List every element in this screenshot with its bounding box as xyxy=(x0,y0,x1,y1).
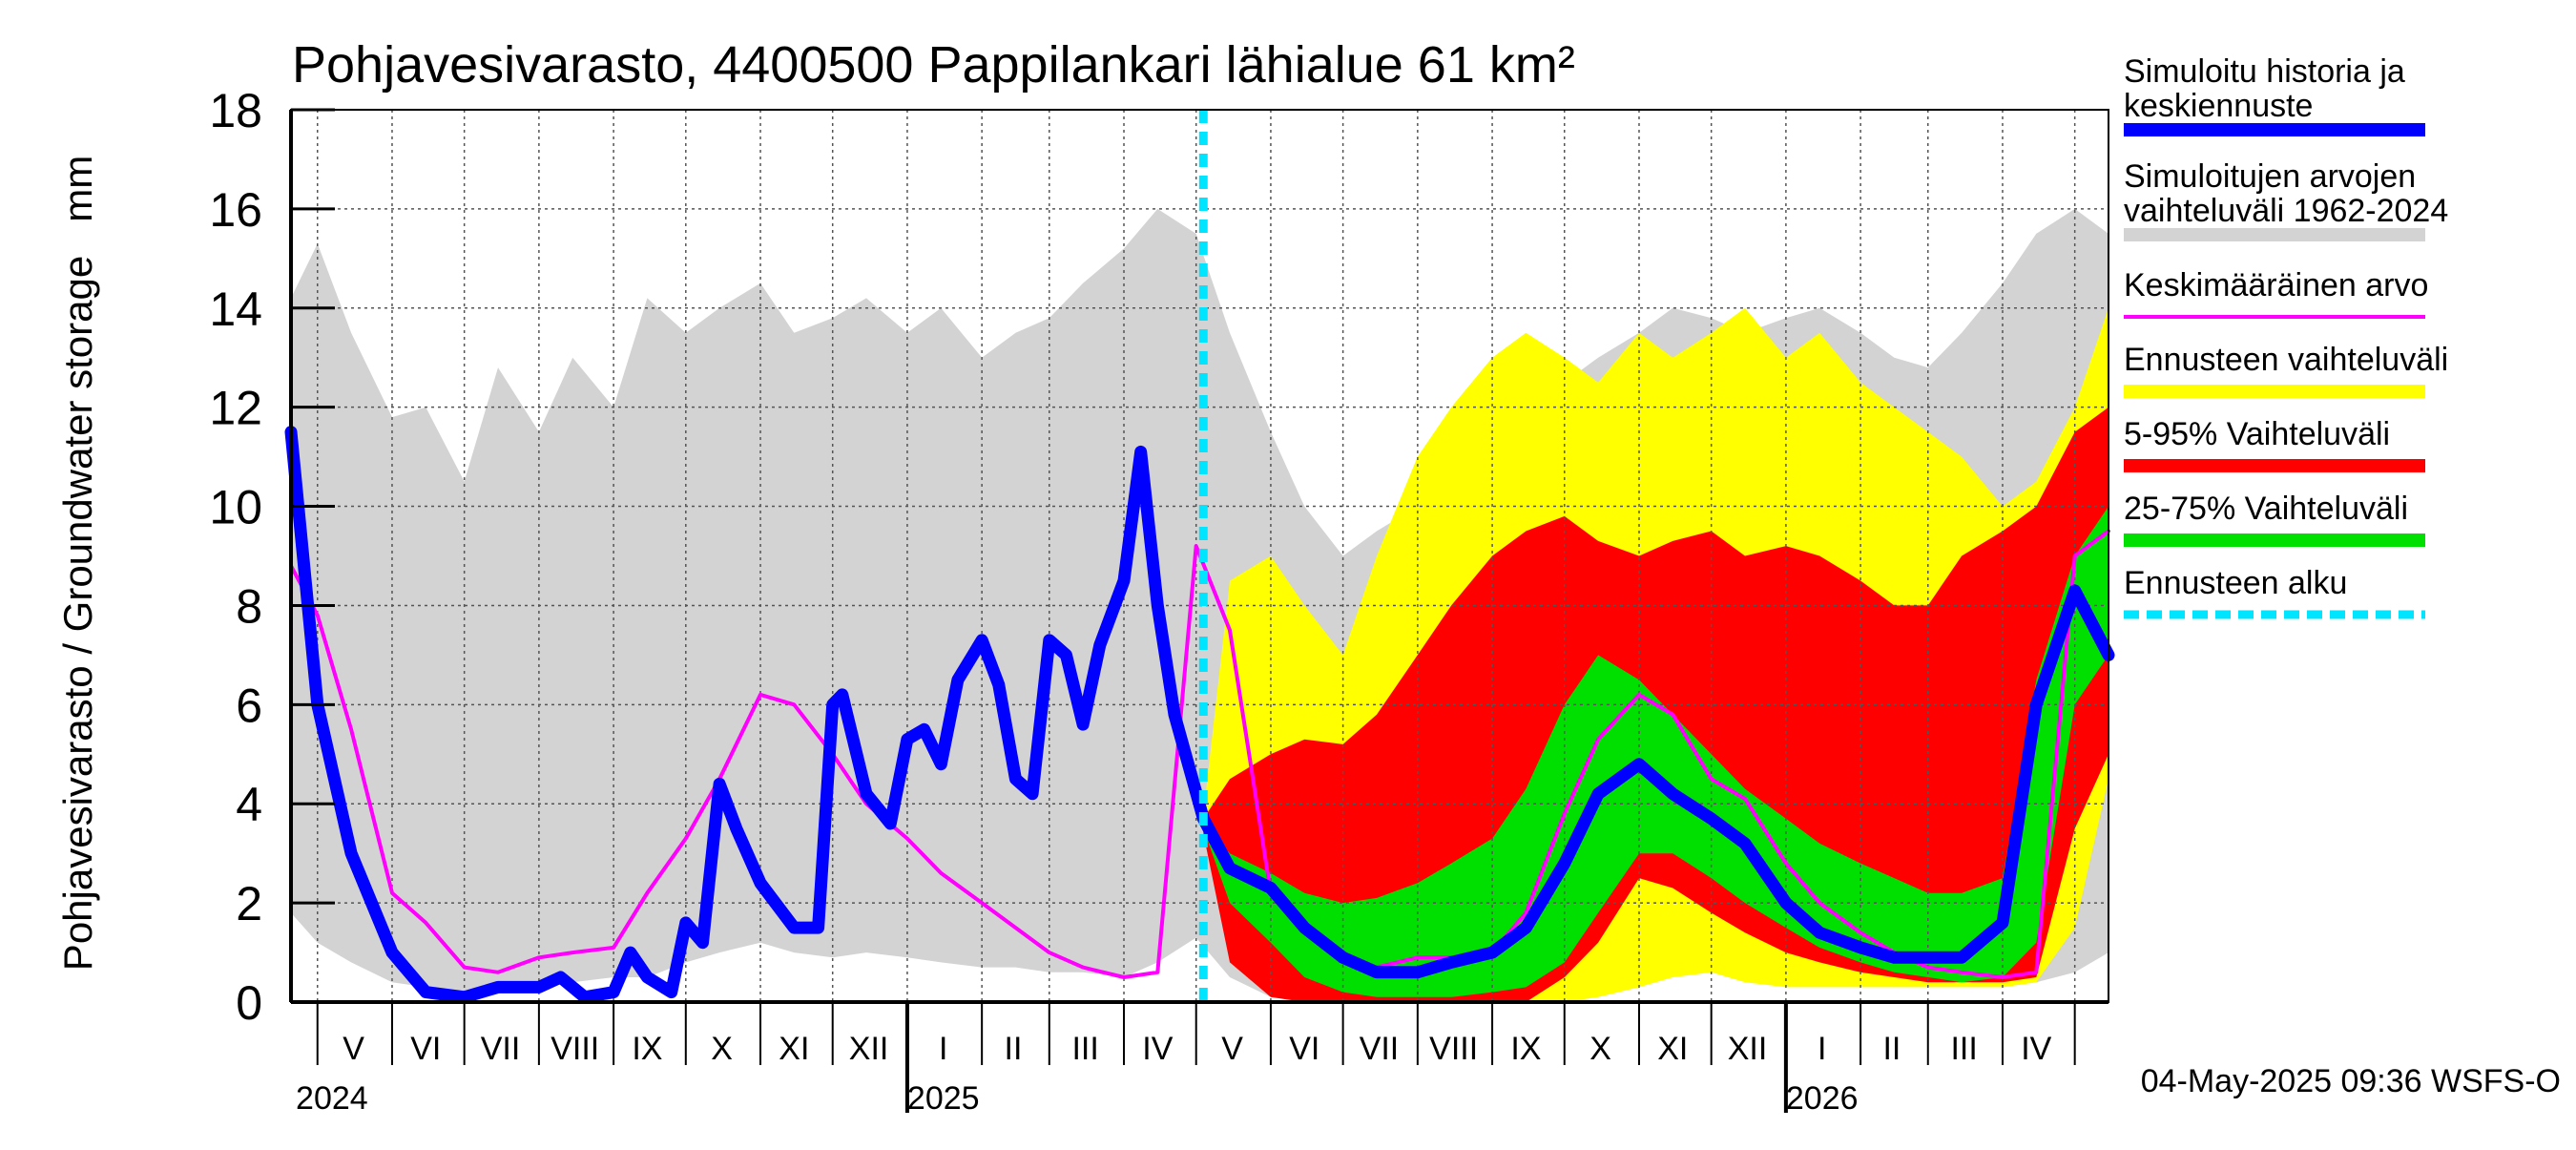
x-tick-label-month: III xyxy=(1950,1031,1977,1067)
x-tick-label-month: IV xyxy=(1142,1031,1173,1067)
x-tick-label-month: V xyxy=(1221,1031,1243,1067)
legend-item-ennusteen-vaihteluv-li: Ennusteen vaihteluväli xyxy=(2124,342,2448,398)
legend: Simuloitu historia ja keskiennusteSimuloi… xyxy=(2124,53,2448,619)
legend-label: Simuloitujen arvojen vaihteluväli 1962-20… xyxy=(2124,158,2448,229)
legend-label: Keskimääräinen arvo xyxy=(2124,267,2428,303)
legend-label: 25-75% Vaihteluväli xyxy=(2124,491,2408,527)
x-tick-label-month: IX xyxy=(632,1031,662,1067)
y-tick-label: 6 xyxy=(236,679,262,732)
legend-label: Ennusteen alku xyxy=(2124,565,2347,601)
y-tick-label: 16 xyxy=(209,183,262,237)
x-tick-label-month: IV xyxy=(2021,1031,2051,1067)
x-tick-label-month: X xyxy=(711,1031,733,1067)
x-tick-label-month: VIII xyxy=(1429,1031,1478,1067)
legend-item-keskim-r-inen-arvo: Keskimääräinen arvo xyxy=(2124,267,2428,319)
x-tick-label-month: X xyxy=(1589,1031,1611,1067)
x-tick-label-month: VII xyxy=(481,1031,521,1067)
y-tick-label: 12 xyxy=(209,382,262,435)
legend-label: 5-95% Vaihteluväli xyxy=(2124,416,2390,452)
x-tick-label-month: I xyxy=(1818,1031,1826,1067)
y-tick-label: 2 xyxy=(236,877,262,930)
legend-label-line: Simuloitu historia ja xyxy=(2124,53,2405,90)
x-tick-label-month: XI xyxy=(1657,1031,1688,1067)
y-tick-label: 0 xyxy=(236,976,262,1030)
legend-item-simuloitu-historia-ja-keskiennuste: Simuloitu historia ja keskiennuste xyxy=(2124,53,2425,136)
x-tick-label-month: XI xyxy=(779,1031,809,1067)
y-tick-label: 18 xyxy=(209,84,262,137)
y-axis-label: Pohjavesivarasto / Groundwater storage m… xyxy=(55,156,100,971)
legend-item-5-95-vaihteluv-li: 5-95% Vaihteluväli xyxy=(2124,416,2425,472)
x-tick-label-month: IX xyxy=(1510,1031,1541,1067)
x-tick-label-month: I xyxy=(939,1031,947,1067)
x-tick-label-year: 2025 xyxy=(907,1080,980,1117)
x-tick-label-month: VI xyxy=(410,1031,441,1067)
band-25-75-vaihteluv-li xyxy=(1203,506,2109,997)
x-tick-label-month: V xyxy=(343,1031,364,1067)
line-layer xyxy=(284,110,2115,1004)
legend-item-25-75-vaihteluv-li: 25-75% Vaihteluväli xyxy=(2124,491,2425,547)
y-tick-label: 10 xyxy=(209,481,262,534)
x-tick-label-year: 2026 xyxy=(1786,1080,1859,1117)
legend-label-line: vaihteluväli 1962-2024 xyxy=(2124,193,2448,229)
x-tick-label-month: II xyxy=(1005,1031,1023,1067)
x-tick-label-month: VI xyxy=(1289,1031,1319,1067)
x-tick-label-month: XII xyxy=(1728,1031,1768,1067)
x-tick-label-month: VII xyxy=(1360,1031,1400,1067)
timestamp-label: 04-May-2025 09:36 WSFS-O xyxy=(2141,1063,2561,1099)
legend-label-line: Simuloitujen arvojen xyxy=(2124,158,2416,195)
legend-item-ennusteen-alku: Ennusteen alku xyxy=(2124,565,2425,619)
y-tick-label: 8 xyxy=(236,579,262,633)
x-tick-label-month: XII xyxy=(849,1031,889,1067)
legend-label: Ennusteen vaihteluväli xyxy=(2124,342,2448,378)
chart-title: Pohjavesivarasto, 4400500 Pappilankari l… xyxy=(292,36,1575,94)
y-tick-label: 14 xyxy=(209,282,262,336)
legend-label: Simuloitu historia ja keskiennuste xyxy=(2124,53,2405,124)
legend-label-line: keskiennuste xyxy=(2124,88,2313,124)
x-tick-label-month: VIII xyxy=(551,1031,599,1067)
legend-item-simuloitujen-arvojen-vaihteluv-li-1962-2024: Simuloitujen arvojen vaihteluväli 1962-20… xyxy=(2124,158,2448,241)
y-tick-label: 4 xyxy=(236,778,262,831)
series-line-keskim-r-inen-arvo xyxy=(289,529,2110,979)
x-tick-label-year: 2024 xyxy=(296,1080,368,1117)
x-tick-label-month: II xyxy=(1882,1031,1901,1067)
x-tick-label-month: III xyxy=(1071,1031,1098,1067)
series-line-simuloitu-historia-ja-keskiennuste xyxy=(284,426,2115,1004)
